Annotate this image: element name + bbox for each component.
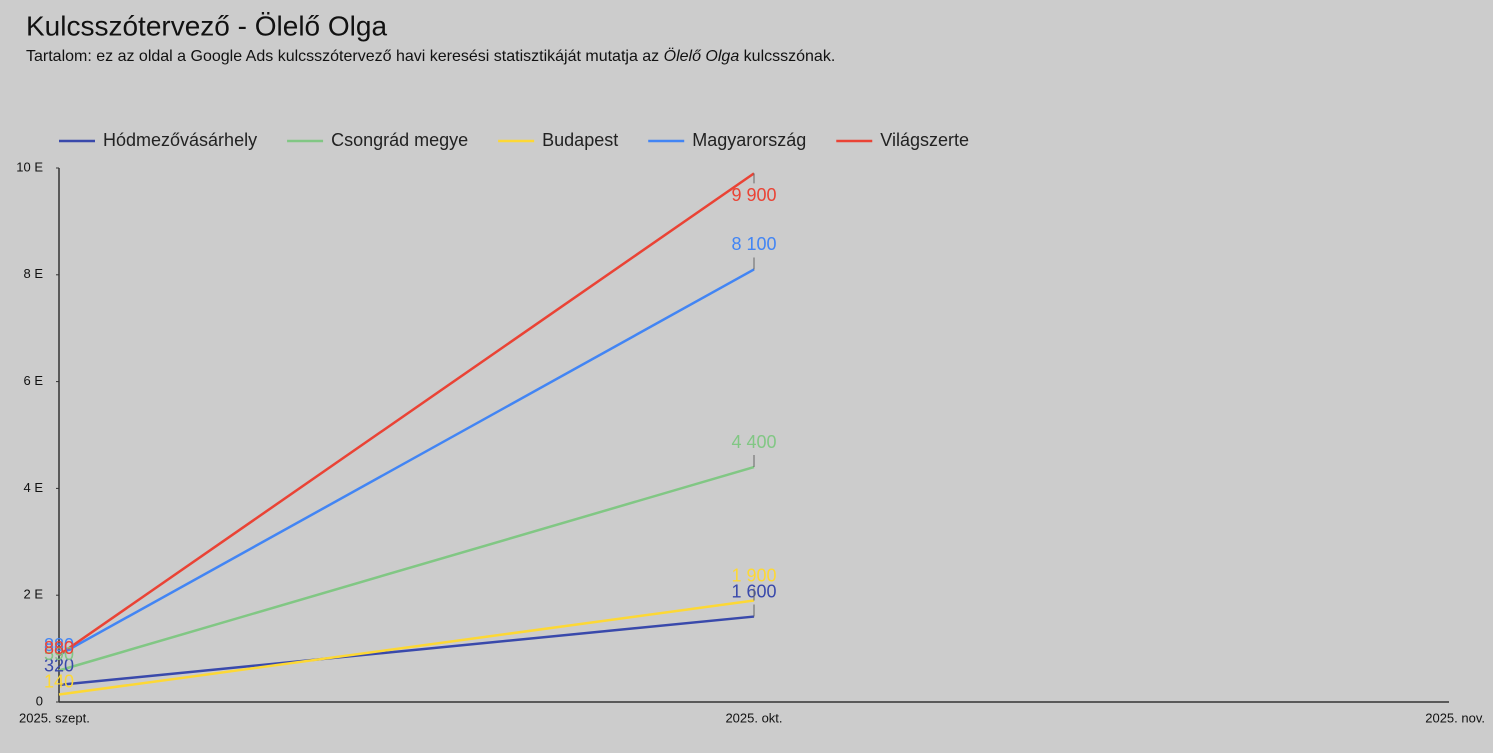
data-label: 320 bbox=[44, 656, 74, 676]
subtitle-part: kulcsszónak. bbox=[739, 48, 835, 65]
legend-label: Budapest bbox=[542, 130, 618, 150]
legend-label: Csongrád megye bbox=[331, 130, 468, 150]
data-label: 4 400 bbox=[731, 432, 776, 452]
data-label: 9 900 bbox=[731, 185, 776, 205]
series-line bbox=[58, 615, 755, 687]
y-tick-label: 4 E bbox=[23, 480, 43, 495]
y-tick-label: 2 E bbox=[23, 587, 43, 602]
x-tick-label: 2025. szept. bbox=[19, 710, 90, 725]
series-line bbox=[58, 465, 755, 672]
subtitle-part: Tartalom: ez az oldal a Google Ads kulcs… bbox=[26, 48, 664, 65]
subtitle-part: Ölelő Olga bbox=[664, 47, 740, 65]
y-tick-label: 6 E bbox=[23, 373, 43, 388]
legend-label: Hódmezővásárhely bbox=[103, 130, 257, 150]
series-line bbox=[58, 172, 755, 657]
series-line bbox=[58, 599, 755, 696]
y-tick-label: 0 bbox=[36, 693, 43, 708]
data-label: 880 bbox=[44, 635, 74, 655]
legend-label: Világszerte bbox=[880, 130, 969, 150]
y-tick-label: 10 E bbox=[16, 159, 43, 174]
data-label: 140 bbox=[44, 671, 74, 691]
series-line bbox=[58, 268, 755, 657]
y-tick-label: 8 E bbox=[23, 266, 43, 281]
x-tick-label: 2025. okt. bbox=[725, 710, 782, 725]
data-label: 590 bbox=[44, 644, 74, 664]
chart-title: Kulcsszótervező - Ölelő Olga bbox=[26, 10, 387, 41]
data-label: 1 900 bbox=[731, 565, 776, 585]
data-label: 8 100 bbox=[731, 234, 776, 254]
chart-subtitle: Tartalom: ez az oldal a Google Ads kulcs… bbox=[26, 47, 835, 65]
x-tick-label: 2025. nov. bbox=[1425, 710, 1485, 725]
legend-label: Magyarország bbox=[692, 130, 806, 150]
data-label: 880 bbox=[44, 638, 74, 658]
